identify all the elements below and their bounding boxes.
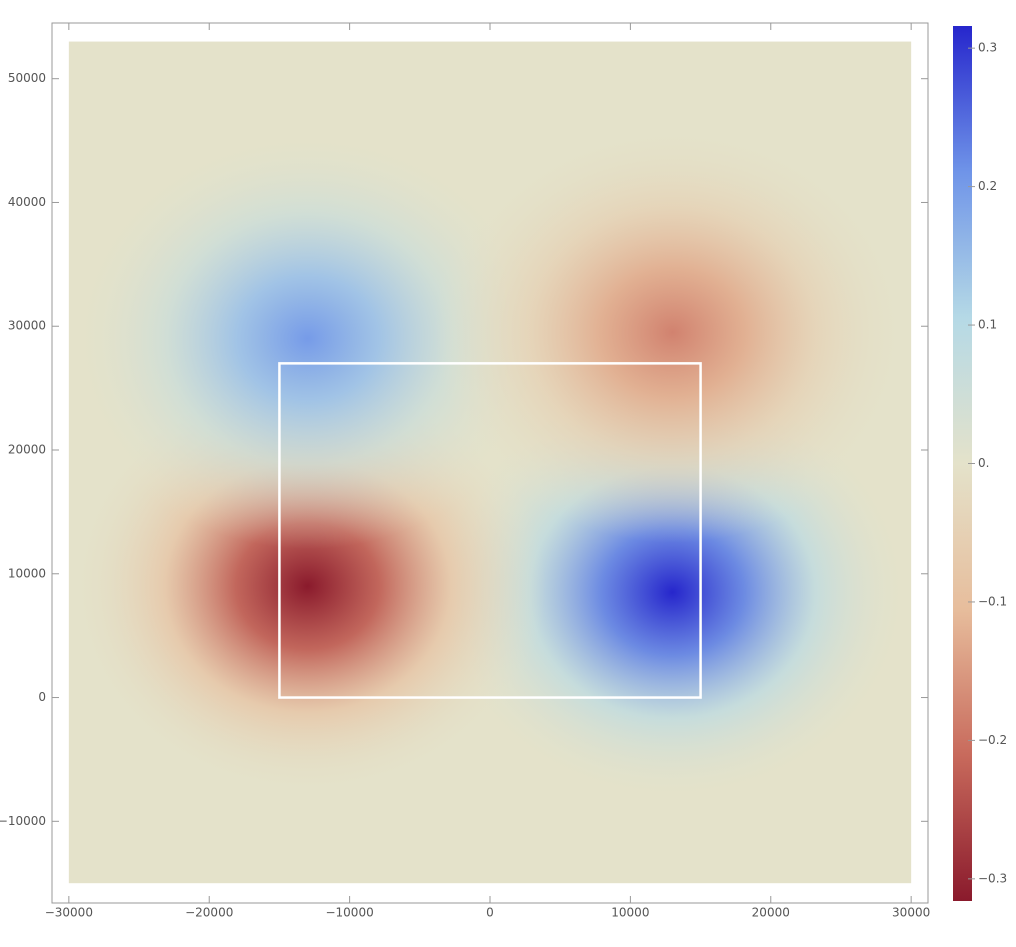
colorbar-tick-label: 0.1 [978, 318, 997, 332]
y-tick-label: 20000 [8, 443, 46, 457]
y-tick-label: 0 [38, 690, 46, 704]
x-tick-label: −20000 [185, 906, 233, 920]
colorbar-tick-label: 0.2 [978, 179, 997, 193]
x-tick-label: 0 [486, 906, 494, 920]
colorbar-tick-label: 0. [978, 456, 989, 470]
colorbar-tick-label: −0.2 [978, 733, 1007, 747]
x-tick-label: −10000 [325, 906, 373, 920]
y-tick-label: 30000 [8, 319, 46, 333]
colorbar [953, 26, 972, 901]
colorbar-tick-label: −0.1 [978, 594, 1007, 608]
region-rectangle [278, 362, 702, 699]
density-peak [68, 128, 547, 550]
density-peak [433, 122, 912, 543]
y-tick-label: −10000 [0, 814, 46, 828]
colorbar-tick-label: −0.3 [978, 871, 1007, 885]
x-tick-label: −30000 [45, 906, 93, 920]
colorbar-tick-label: 0.3 [978, 41, 997, 55]
x-tick-label: 20000 [752, 906, 790, 920]
x-tick-label: 10000 [611, 906, 649, 920]
y-tick-label: 40000 [8, 195, 46, 209]
y-tick-label: 10000 [8, 566, 46, 580]
y-tick-label: 50000 [8, 71, 46, 85]
density-field [68, 122, 912, 803]
x-tick-label: 30000 [892, 906, 930, 920]
